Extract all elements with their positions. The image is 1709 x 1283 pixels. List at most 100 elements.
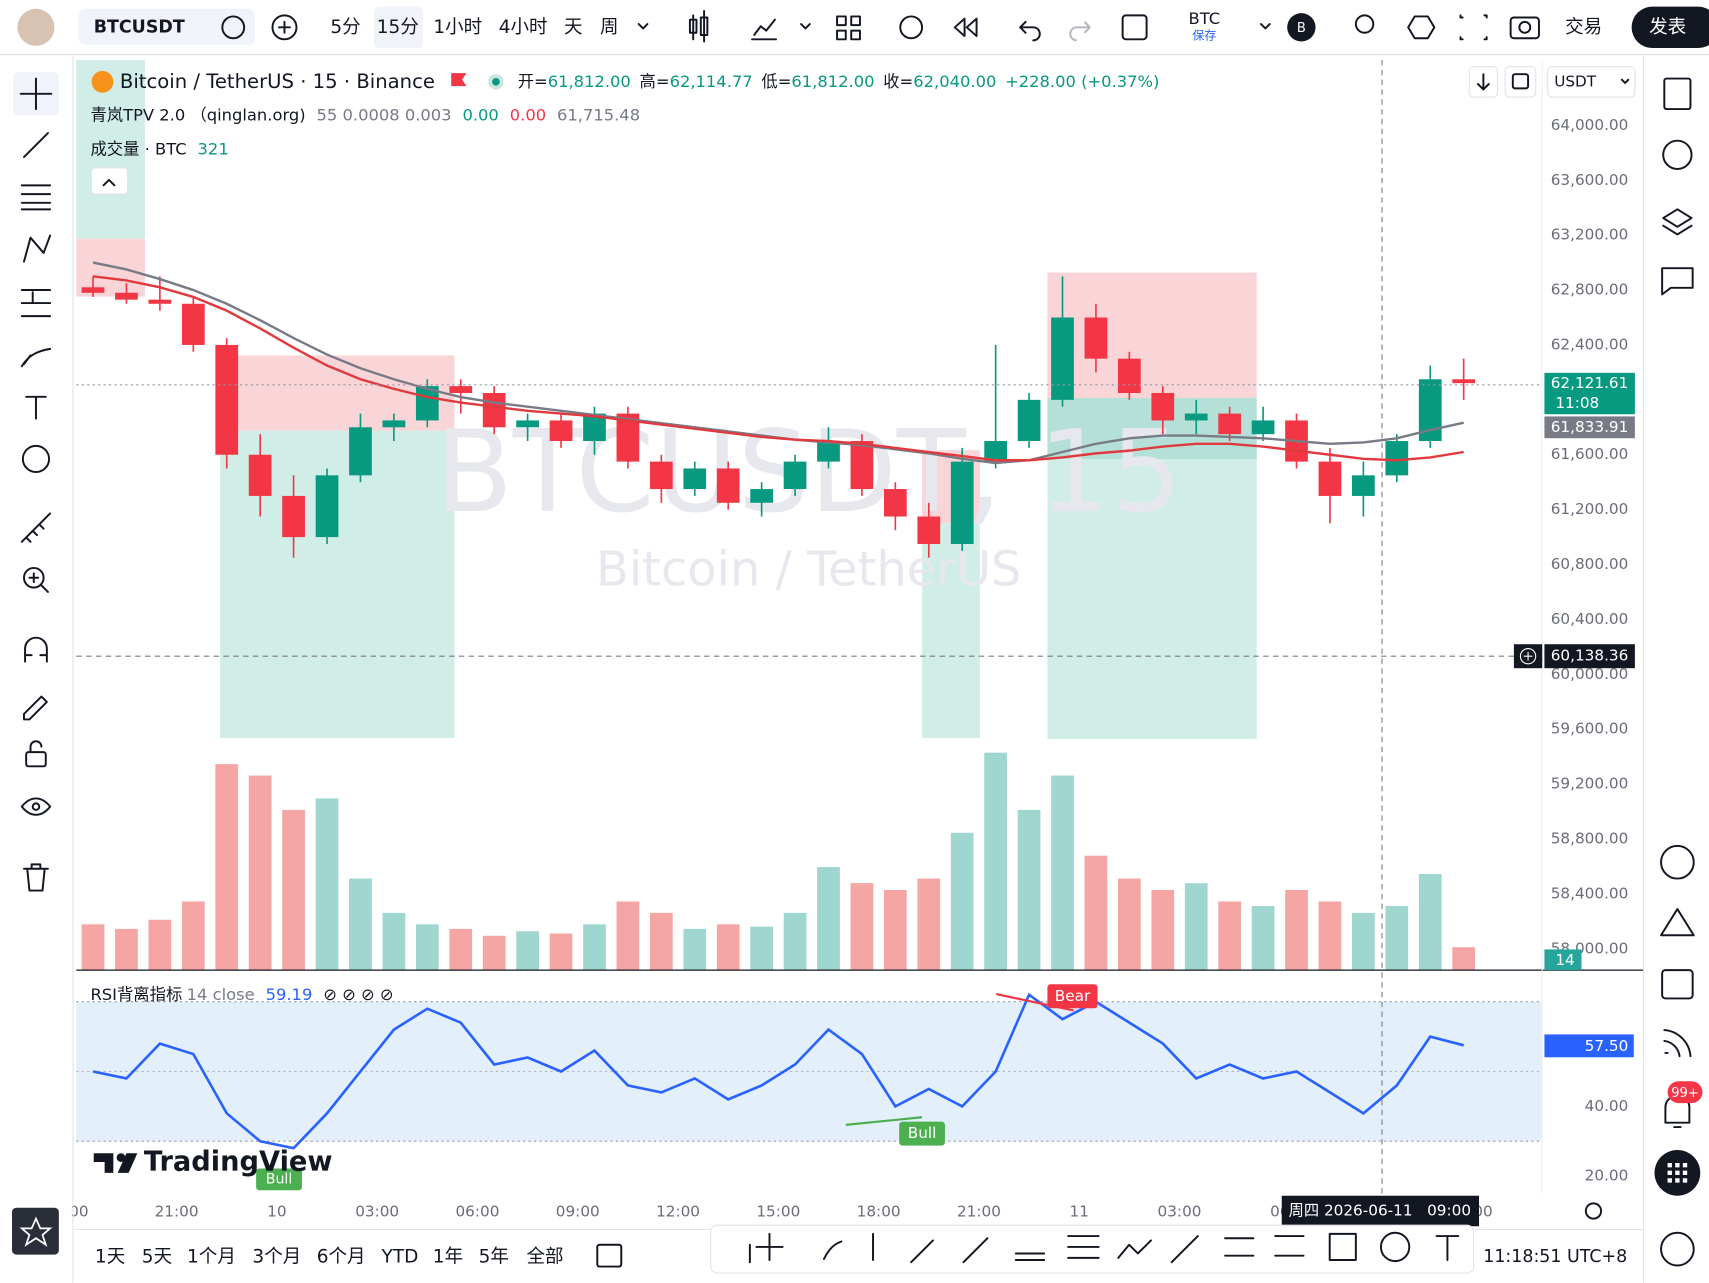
replay-icon[interactable] xyxy=(953,17,978,38)
add-symbol[interactable] xyxy=(271,14,298,41)
indicator-icon[interactable] xyxy=(751,18,778,41)
text-tool[interactable] xyxy=(25,395,47,420)
alerts-icon[interactable] xyxy=(1662,139,1693,170)
symbol-search[interactable] xyxy=(78,8,256,45)
y-tick-label: 59,600.00 xyxy=(1551,720,1629,738)
volume-bar xyxy=(716,924,740,971)
trade-button[interactable]: 交易 xyxy=(1565,17,1602,38)
candle-body xyxy=(1118,358,1141,393)
radar-icon[interactable] xyxy=(1660,844,1695,880)
candle-body xyxy=(750,489,773,503)
badge xyxy=(1667,1081,1703,1104)
zoom-tool[interactable] xyxy=(22,566,45,589)
search-icon[interactable] xyxy=(1354,14,1375,34)
chat-icon[interactable] xyxy=(1661,267,1694,296)
settings-icon[interactable] xyxy=(1407,15,1436,40)
range-button[interactable]: 5年 xyxy=(479,1246,509,1267)
candle-body xyxy=(716,468,740,503)
volume-bar xyxy=(349,878,372,971)
favorites-button[interactable] xyxy=(11,1207,59,1255)
emoji-tool[interactable] xyxy=(21,444,51,473)
ideas-icon[interactable] xyxy=(1660,908,1695,937)
user-avatar[interactable] xyxy=(17,8,55,46)
interval[interactable]: 15分 xyxy=(377,17,419,38)
alert-icon[interactable] xyxy=(899,15,924,40)
value: 62,114.77 xyxy=(670,71,753,90)
layout-icon[interactable] xyxy=(836,15,861,41)
bull-label: Bull xyxy=(266,1171,293,1187)
currency-select[interactable] xyxy=(1547,66,1636,98)
range-button[interactable]: 6个月 xyxy=(317,1246,366,1267)
volume-bar xyxy=(817,867,840,971)
undo-icon[interactable] xyxy=(1019,20,1041,42)
range-button[interactable]: 3个月 xyxy=(252,1246,301,1267)
publish-label: 发表 xyxy=(1649,17,1686,38)
magnet-tool[interactable] xyxy=(24,636,48,663)
volume-bar xyxy=(750,926,773,971)
volume-bar xyxy=(783,912,807,971)
bull-divergence xyxy=(845,1116,923,1126)
help-icon[interactable] xyxy=(1660,1231,1695,1267)
range-button[interactable]: 1个月 xyxy=(187,1246,236,1267)
volume-tag xyxy=(1544,949,1582,971)
goto-date[interactable] xyxy=(596,1243,623,1268)
volume-bar xyxy=(115,928,138,971)
layout-select[interactable] xyxy=(1121,14,1148,41)
lock-draw-tool[interactable] xyxy=(22,695,48,721)
brush-tool[interactable] xyxy=(20,347,52,368)
scale-button[interactable] xyxy=(1504,66,1537,98)
feed-icon[interactable] xyxy=(1663,1029,1692,1058)
range-button[interactable]: 全部 xyxy=(526,1246,563,1267)
volume-bar xyxy=(215,764,239,971)
bear-label: Bear xyxy=(1055,987,1091,1005)
redo-icon[interactable] xyxy=(1069,21,1091,42)
volume-bar xyxy=(1184,883,1208,971)
short-box-profit xyxy=(922,523,980,738)
settings-icon[interactable] xyxy=(1584,1202,1603,1220)
interval[interactable]: 1小时 xyxy=(433,17,482,38)
y-tick-label: 62,400.00 xyxy=(1551,335,1629,353)
candle-body xyxy=(549,420,573,442)
forecast-tool[interactable] xyxy=(20,289,52,318)
range-button[interactable]: YTD xyxy=(381,1246,419,1267)
interval[interactable]: 4小时 xyxy=(499,17,548,38)
ma-price-tag xyxy=(1544,416,1635,439)
crosshair-price-tag xyxy=(1544,644,1635,669)
replay-tool[interactable] xyxy=(1379,1231,1411,1263)
snapshot-icon[interactable] xyxy=(1509,16,1540,40)
trendline-tool[interactable] xyxy=(22,132,49,159)
candle-body xyxy=(449,386,473,393)
volume-bar xyxy=(516,931,539,971)
indicator-value: 321 xyxy=(198,139,229,158)
volume-bar xyxy=(315,798,339,971)
delete-tool[interactable] xyxy=(22,863,49,892)
lock-tool[interactable] xyxy=(25,751,47,768)
watermark-symbol: BTCUSDT, 15 xyxy=(435,406,1182,538)
interval[interactable]: 5分 xyxy=(330,17,360,38)
save-label[interactable]: 保存 xyxy=(1192,29,1216,43)
layers-icon[interactable] xyxy=(1662,208,1693,236)
crosshair-tool[interactable] xyxy=(19,77,53,111)
pattern-tool[interactable] xyxy=(22,234,52,263)
avatar[interactable] xyxy=(1287,13,1316,42)
fullscreen-icon[interactable] xyxy=(1459,14,1488,41)
volume-bar xyxy=(883,890,907,971)
currency: USDT xyxy=(1554,72,1597,90)
ruler-tool[interactable] xyxy=(20,512,52,543)
interval[interactable]: 周 xyxy=(600,17,619,38)
chevron-icon xyxy=(102,178,116,187)
fib-tool[interactable] xyxy=(20,184,52,211)
range-button[interactable]: 1年 xyxy=(433,1246,463,1267)
calendar-icon[interactable] xyxy=(1661,969,1694,1000)
drawing-tools[interactable] xyxy=(748,1232,1460,1264)
chart-type-icon[interactable] xyxy=(688,9,709,43)
range-button[interactable]: 1天 xyxy=(95,1246,125,1267)
range-button[interactable]: 5天 xyxy=(142,1246,172,1267)
volume-bar xyxy=(1452,947,1476,971)
visibility-tool[interactable] xyxy=(20,797,52,816)
watchlist-icon[interactable] xyxy=(1663,77,1692,111)
volume-bar xyxy=(1151,890,1175,971)
interval[interactable]: 天 xyxy=(564,17,583,38)
publish-button[interactable] xyxy=(1631,6,1709,49)
y-tick-label: 63,600.00 xyxy=(1551,171,1629,189)
